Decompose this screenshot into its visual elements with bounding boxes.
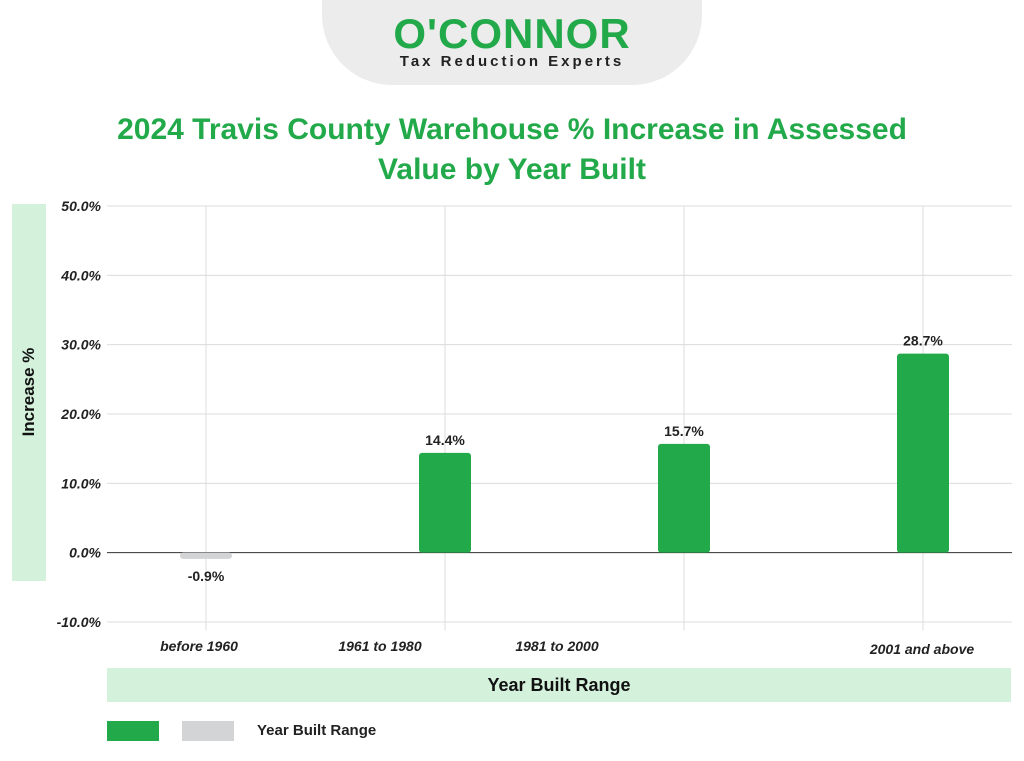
x-axis-label-band — [107, 668, 1011, 702]
data-label: 28.7% — [903, 333, 943, 349]
brand-logo-wordmark: O'CONNOR — [393, 10, 631, 57]
data-label: 15.7% — [664, 423, 704, 439]
bar — [897, 353, 949, 553]
legend-label: Year Built Range — [257, 722, 377, 739]
y-tick-label: -10.0% — [57, 614, 102, 630]
legend-swatch-negative — [182, 721, 234, 741]
y-tick-label: 20.0% — [60, 406, 101, 422]
chart-title: 2024 Travis County Warehouse % Increase … — [117, 113, 907, 186]
y-tick-label: 30.0% — [61, 337, 101, 353]
y-tick-label: 0.0% — [69, 545, 101, 561]
y-tick-label: 40.0% — [60, 267, 101, 283]
y-tick-label: 10.0% — [61, 475, 101, 491]
bar — [658, 443, 710, 553]
brand-logo-tagline: Tax Reduction Experts — [399, 53, 625, 70]
bar — [180, 552, 232, 559]
bar — [419, 452, 471, 553]
x-category-label: before 1960 — [160, 638, 238, 654]
legend-swatch-positive — [107, 721, 159, 741]
y-tick-label: 50.0% — [61, 198, 101, 214]
logo-background — [322, 0, 702, 85]
x-axis-label: Year Built Range — [487, 675, 631, 695]
data-label: -0.9% — [188, 568, 225, 584]
x-category-label: 1981 to 2000 — [515, 638, 598, 654]
x-category-label: 2001 and above — [869, 641, 974, 657]
data-label: 14.4% — [425, 432, 465, 448]
y-axis-label-band — [12, 204, 46, 581]
x-category-label: 1961 to 1980 — [338, 638, 421, 654]
